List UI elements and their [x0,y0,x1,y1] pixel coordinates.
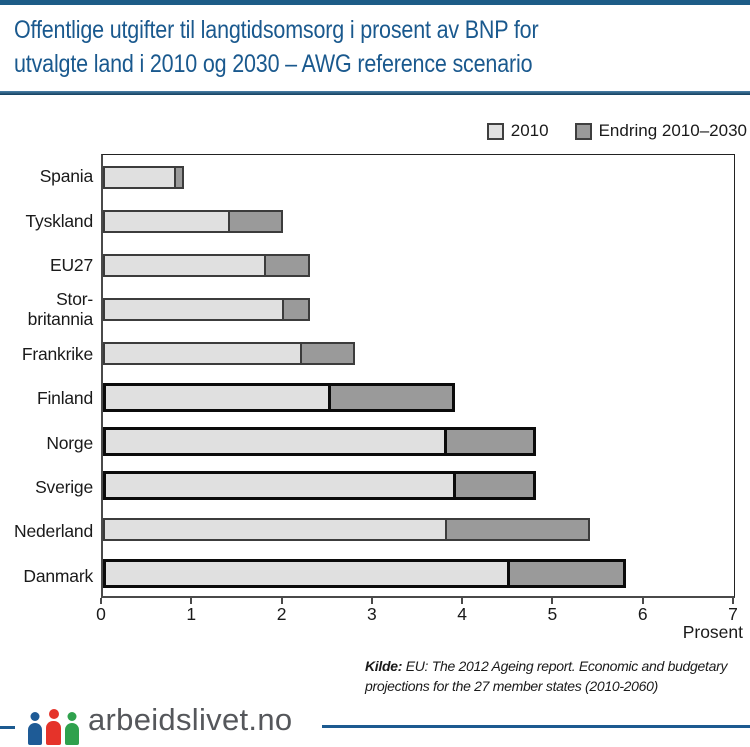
segment-endring [228,211,282,231]
bar-row [103,552,734,596]
x-tick-label: 7 [728,604,738,624]
x-tick-mark [370,598,373,604]
segment-endring [327,386,452,410]
segment-endring [281,299,309,319]
bar-row [103,199,734,243]
category-label: Frankrike [21,343,93,364]
category-labels: Spania Tyskland EU27 Stor- britannia Frankri… [0,154,93,598]
legend: 2010 Endring 2010–2030 [486,121,747,141]
segment-endring [452,474,533,498]
footer-left-dash [0,726,15,729]
x-tick-label: 6 [637,604,648,624]
bar-row [103,331,734,375]
category-label: Sverige [35,477,93,498]
x-tick-mark [732,598,734,604]
bar-row [103,420,734,464]
stacked-bar [103,253,311,277]
category-label: EU27 [50,255,93,276]
stacked-bar [103,559,626,589]
segment-2010 [106,386,328,410]
segment-2010 [106,430,444,454]
segment-2010 [105,299,282,319]
x-tick-label: 3 [366,604,377,624]
stacked-bar [103,383,455,413]
category-label: Danmark [23,565,93,586]
segment-2010 [105,343,301,363]
category-label: Finland [37,388,93,409]
person-icon-green [65,712,79,745]
source-line-2: projections for the 27 member states (20… [365,677,658,694]
x-tick-mark [280,598,283,604]
source-note: Kilde: EU: The 2012 Ageing report. Econo… [365,657,737,696]
x-axis: 0 1 2 3 4 5 6 7 [96,598,738,628]
source-label: Kilde: [365,658,403,674]
site-wordmark[interactable]: arbeidslivet.no [88,702,293,737]
title-line-2: utvalgte land i 2010 og 2030 – AWG refer… [14,50,533,78]
x-tick-label: 4 [457,604,467,624]
segment-2010 [106,474,453,498]
bar-row [103,464,734,508]
title-divider [0,91,750,95]
category-label: Tyskland [25,210,94,231]
legend-item-2010: 2010 [486,121,549,141]
segment-2010 [106,562,507,586]
bar-row [103,243,734,287]
stacked-bar [103,341,356,365]
x-tick-label: 1 [186,604,197,624]
source-line-1: EU: The 2012 Ageing report. Economic and… [405,658,728,674]
category-label: Nederland [14,521,93,542]
arbeidslivet-logo[interactable] [28,705,79,745]
legend-swatch-2010 [486,122,504,140]
segment-endring [444,520,588,540]
category-label: Spania [39,166,93,187]
bar-row [103,155,734,199]
x-tick-mark [641,598,644,604]
chart-plot-area [101,154,735,598]
person-icon-blue [28,712,42,745]
segment-endring [264,255,309,275]
category-label: Norge [46,432,93,453]
legend-label-2010: 2010 [510,121,549,140]
x-tick-label: 0 [96,604,106,624]
stacked-bar [103,427,536,457]
segment-endring [506,562,623,586]
footer-rule [322,725,750,728]
segment-endring [173,167,183,187]
legend-swatch-endring [574,122,592,140]
x-tick-label: 5 [547,604,558,624]
category-label: Stor- britannia [27,289,94,330]
top-accent-bar [0,0,750,5]
legend-label-endring: Endring 2010–2030 [598,121,747,140]
bar-row [103,375,734,419]
bar-row [103,508,734,552]
x-tick-mark [461,598,464,604]
bar-row [103,287,734,331]
segment-2010 [105,520,445,540]
stacked-bar [103,209,284,233]
stacked-bar [103,297,311,321]
title-line-1: Offentlige utgifter til langtidsomsorg i… [14,16,539,44]
stacked-bar [103,471,536,501]
segment-endring [443,430,533,454]
x-tick-label: 2 [276,604,287,624]
x-axis-title: Prosent [682,622,743,642]
segment-2010 [105,255,265,275]
page-title: Offentlige utgifter til langtidsomsorg i… [14,13,750,81]
person-icon-red [46,709,61,745]
legend-item-endring: Endring 2010–2030 [574,121,747,141]
segment-2010 [105,211,229,231]
x-tick-mark [551,598,554,604]
x-tick-mark [100,598,102,604]
segment-endring [300,343,354,363]
x-tick-mark [190,598,193,604]
stacked-bar [103,165,185,189]
segment-2010 [105,167,174,187]
stacked-bar [103,518,590,542]
